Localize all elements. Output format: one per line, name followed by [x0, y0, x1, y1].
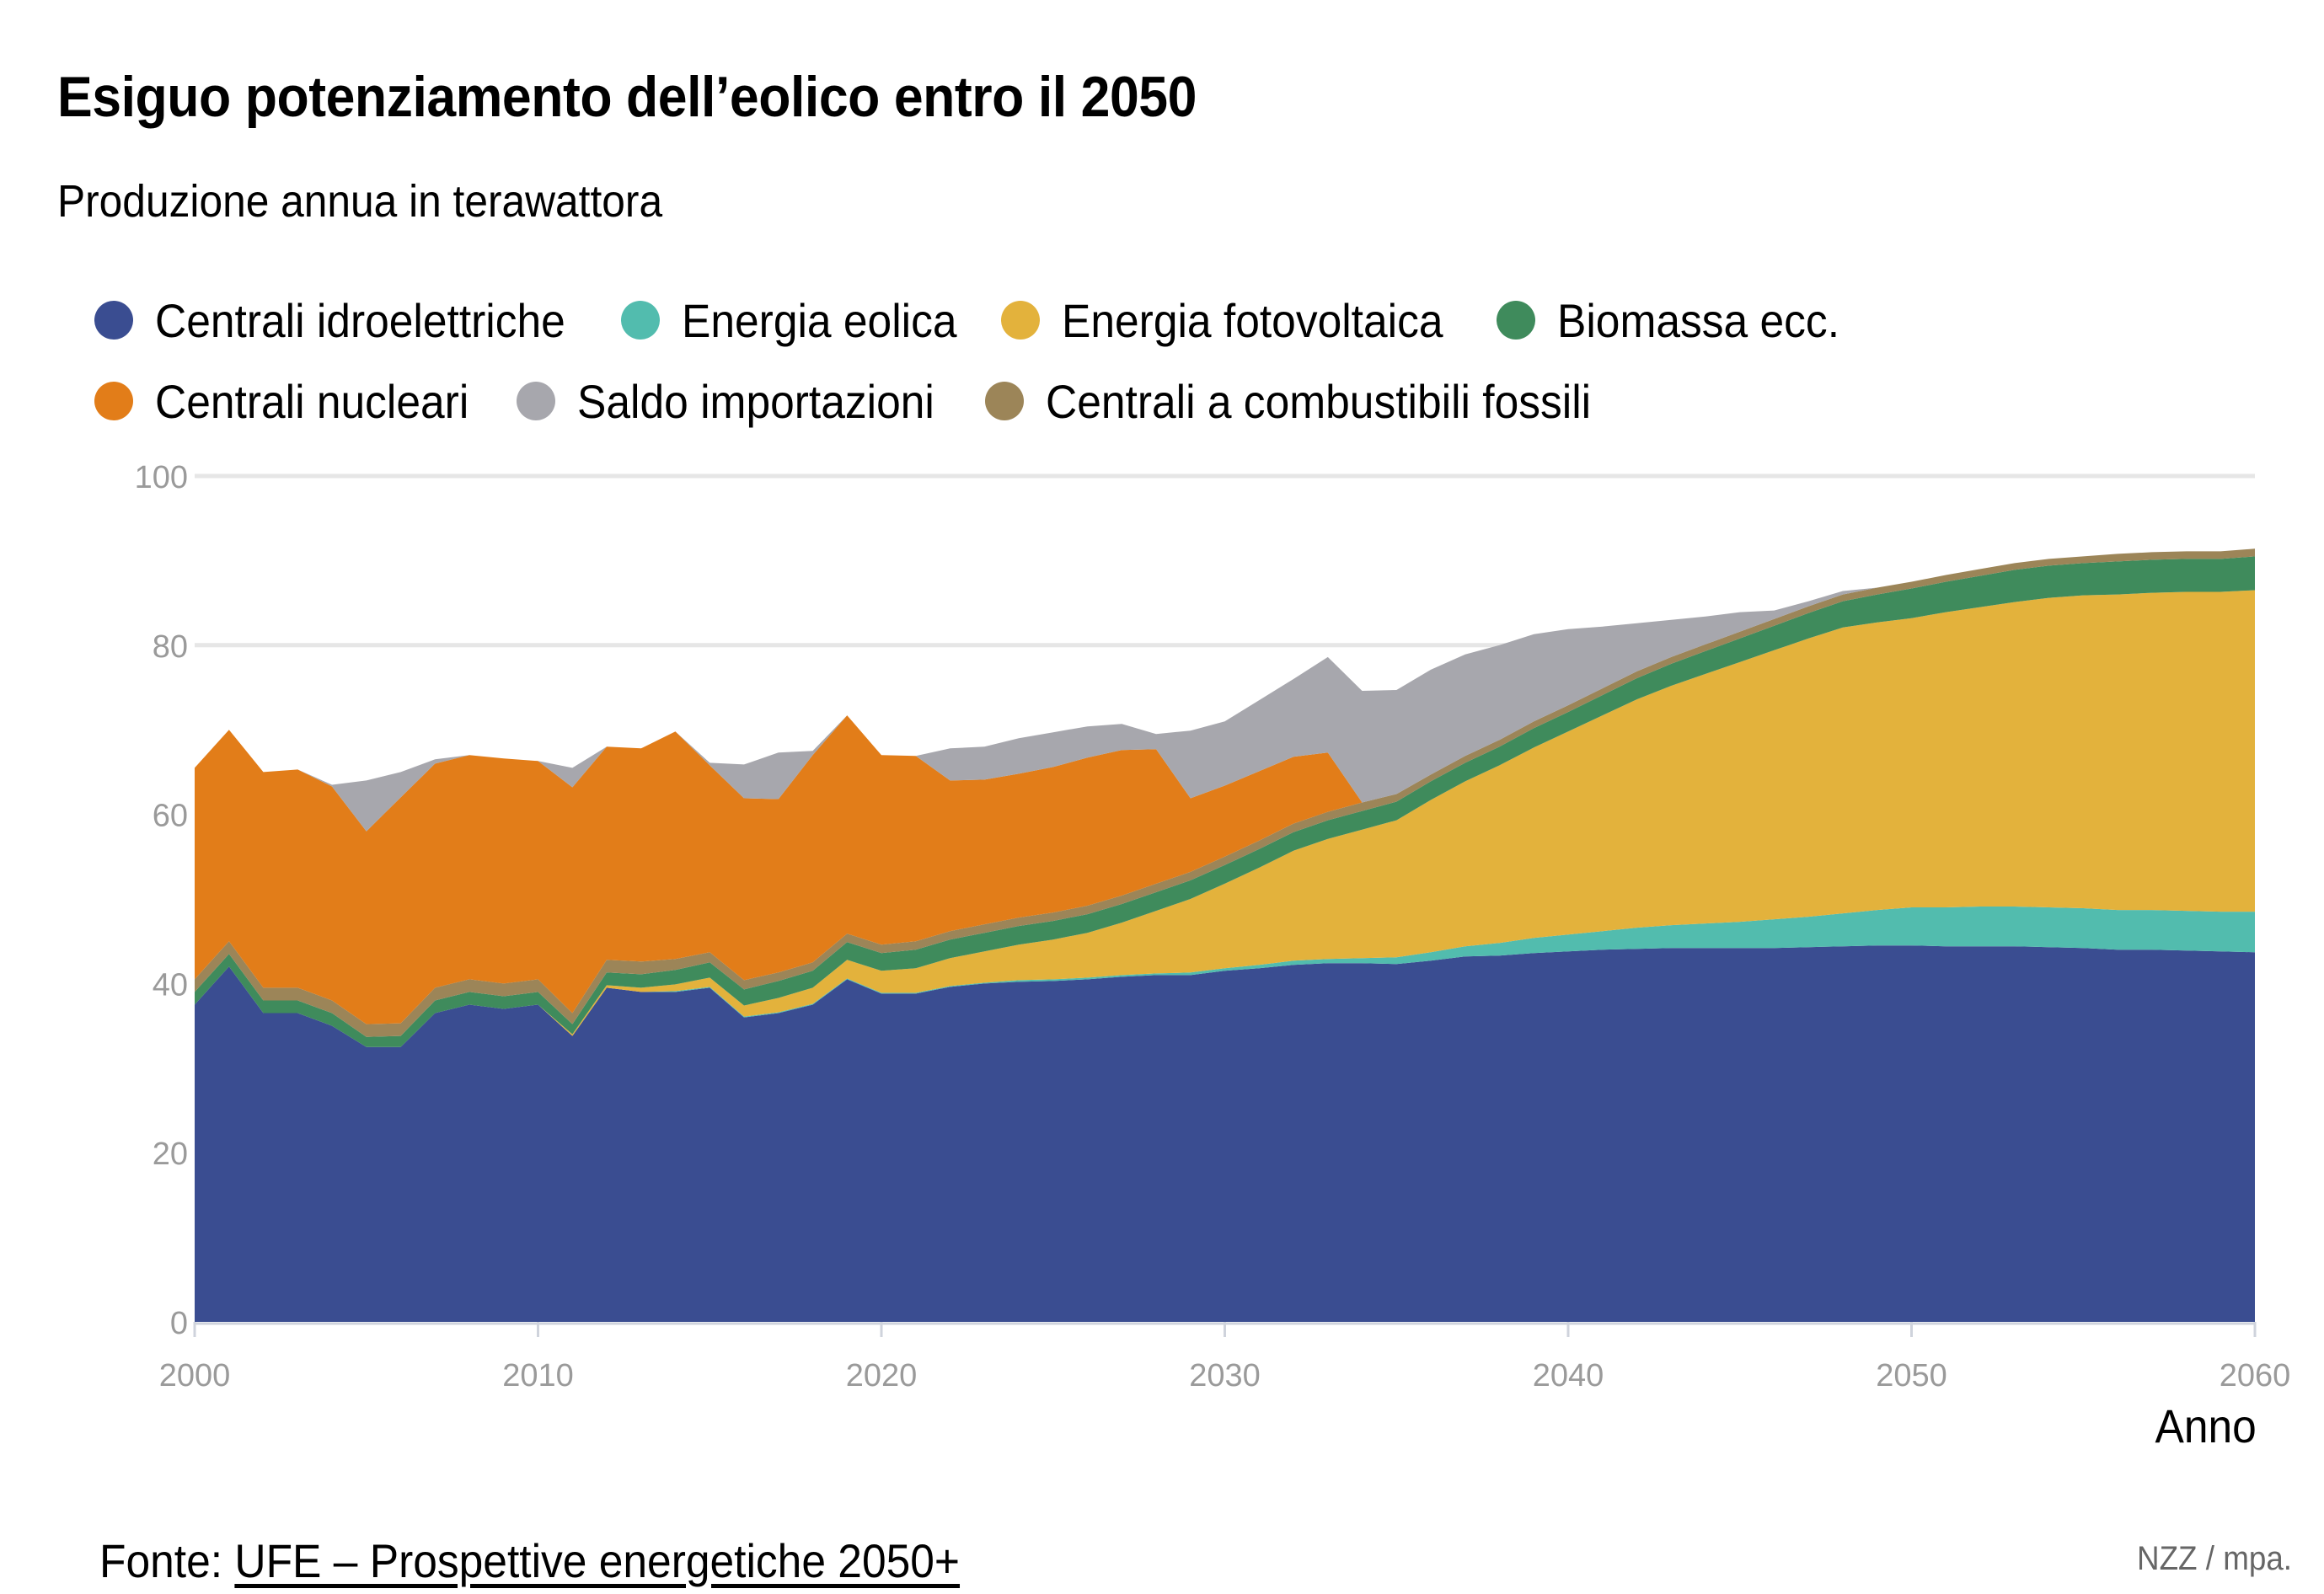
- area-hydro: [195, 945, 2255, 1322]
- legend-dot-icon: [516, 382, 555, 420]
- legend-item-fossil[interactable]: Centrali a combustibili fossili: [985, 374, 1638, 429]
- y-tick-label: 80: [153, 629, 188, 665]
- legend-item-nuclear[interactable]: Centrali nucleari: [94, 374, 496, 429]
- source-note: Fonte: UFE – Prospettive energetiche 205…: [99, 1533, 960, 1588]
- chart-title: Esiguo potenziamento dell’eolico entro i…: [57, 65, 1197, 129]
- legend-row-2: Centrali nucleari Saldo importazioni Cen…: [94, 361, 2285, 441]
- x-axis: 2000 2010 2020 2030 2040 2050 2060: [159, 1322, 2291, 1393]
- legend-dot-icon: [1001, 301, 1041, 340]
- y-tick-label: 0: [170, 1306, 188, 1341]
- area-imports: [195, 548, 2255, 832]
- legend-dot-icon: [985, 382, 1025, 420]
- legend-dot-icon: [621, 301, 661, 340]
- legend-item-hydro[interactable]: Centrali idroelettriche: [94, 293, 601, 348]
- x-tick-label: 2000: [159, 1358, 231, 1393]
- x-tick-label: 2030: [1189, 1358, 1261, 1393]
- legend-dot-icon: [94, 382, 133, 420]
- legend-label: Centrali idroelettriche: [155, 293, 565, 347]
- chart-subtitle: Produzione annua in terawattora: [57, 176, 663, 227]
- legend-dot-icon: [1496, 301, 1535, 340]
- x-tick-label: 2020: [846, 1358, 918, 1393]
- credit: NZZ / mpa.: [2136, 1540, 2292, 1577]
- legend-item-imports[interactable]: Saldo importazioni: [516, 374, 966, 429]
- x-tick-label: 2010: [502, 1358, 574, 1393]
- y-axis: 0 20 40 60 80 100: [135, 460, 188, 1341]
- legend-label: Energia eolica: [682, 293, 957, 347]
- legend-label: Saldo importazioni: [576, 374, 934, 428]
- legend-label: Biomassa ecc.: [1556, 293, 1839, 347]
- area-layers: [195, 548, 2255, 1322]
- source-prefix: Fonte:: [99, 1534, 235, 1587]
- x-tick-label: 2040: [1533, 1358, 1604, 1393]
- x-tick-label: 2060: [2220, 1358, 2291, 1393]
- area-nuclear: [195, 548, 2255, 1024]
- y-tick-label: 60: [153, 799, 188, 834]
- source-link[interactable]: UFE – Prospettive energetiche 2050+: [234, 1534, 961, 1587]
- x-tick-label: 2050: [1876, 1358, 1947, 1393]
- legend-item-biomass[interactable]: Biomassa ecc.: [1496, 293, 1864, 348]
- legend-dot-icon: [94, 301, 133, 340]
- legend-label: Centrali a combustibili fossili: [1046, 374, 1592, 428]
- legend: Centrali idroelettriche Energia eolica E…: [94, 280, 2285, 441]
- y-tick-label: 20: [153, 1137, 188, 1172]
- x-axis-label: Anno: [2155, 1399, 2257, 1452]
- legend-row-1: Centrali idroelettriche Energia eolica E…: [94, 280, 2285, 361]
- y-tick-label: 100: [135, 460, 188, 495]
- legend-label: Energia fotovoltaica: [1062, 293, 1443, 347]
- legend-label: Centrali nucleari: [155, 374, 469, 428]
- area-solar: [195, 590, 2255, 1047]
- legend-item-solar[interactable]: Energia fotovoltaica: [1001, 293, 1476, 348]
- legend-item-wind[interactable]: Energia eolica: [621, 293, 981, 348]
- y-tick-label: 40: [153, 967, 188, 1003]
- area-wind: [195, 907, 2255, 1047]
